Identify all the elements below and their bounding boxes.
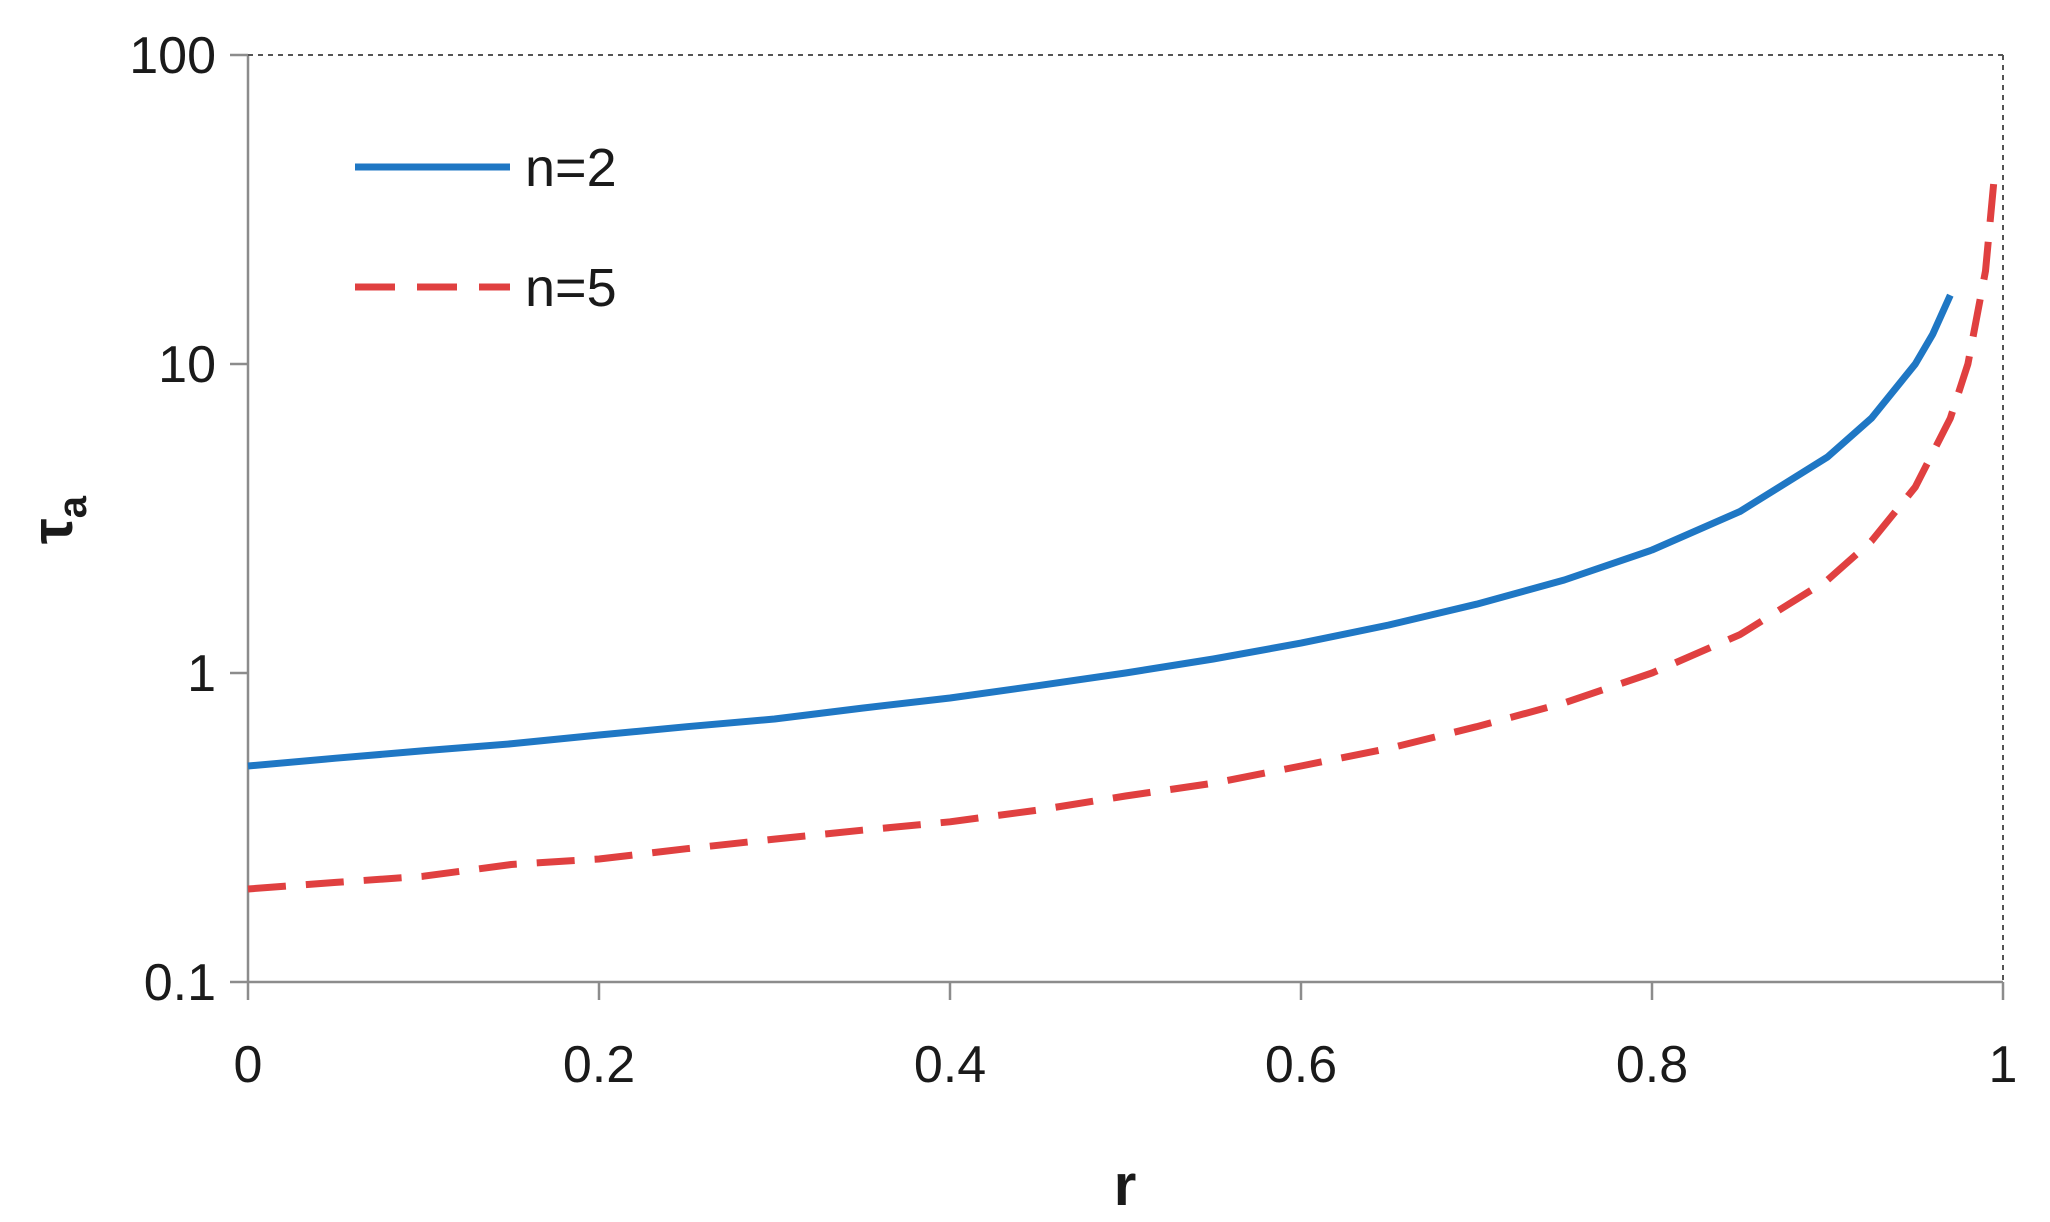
frame-layer <box>246 54 2004 984</box>
y-tick-label: 10 <box>158 336 216 394</box>
x-tick-label: 0.8 <box>1616 1036 1688 1094</box>
x-axis-title: r <box>1114 1153 1137 1218</box>
y-tick-label: 1 <box>187 645 216 703</box>
y-tick-label: 100 <box>129 27 216 85</box>
legend-layer: n=2 n=5 <box>355 138 617 318</box>
x-tick-label: 0.6 <box>1265 1036 1337 1094</box>
series-line-n2 <box>247 293 1954 770</box>
legend-label: n=2 <box>525 138 617 198</box>
x-tick-label: 0.4 <box>914 1036 986 1094</box>
y-axis-title-main: τ <box>20 518 85 544</box>
x-tick-label: 1 <box>1989 1036 2018 1094</box>
series-line-n5 <box>247 177 1998 893</box>
series-layer <box>247 177 1998 893</box>
y-axis-title-subscript: a <box>51 495 95 518</box>
x-tick-label: 0.2 <box>563 1036 635 1094</box>
y-axis-title: τa <box>20 495 95 544</box>
x-tick-label: 0 <box>234 1036 263 1094</box>
y-tick-label: 0.1 <box>144 954 216 1012</box>
ticks-layer: 0 0.2 0.4 0.6 0.8 1 0.1 1 10 100 <box>129 27 2017 1094</box>
legend-label: n=5 <box>525 258 617 318</box>
